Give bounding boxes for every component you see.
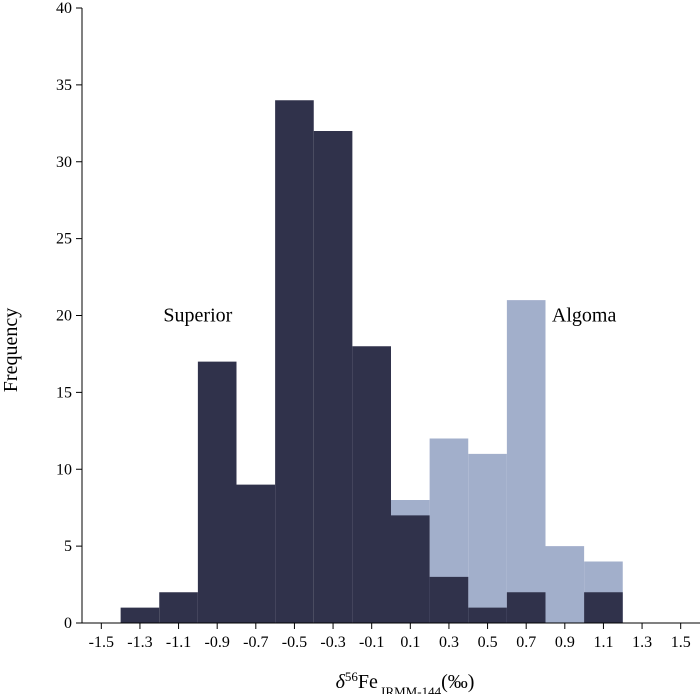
y-tick-label: 10: [56, 461, 72, 478]
y-tick-label: 0: [64, 615, 72, 632]
x-axis-title-unit: (‰): [441, 671, 474, 693]
x-tick-label: 1.3: [632, 634, 652, 651]
x-tick-label: 0.1: [400, 634, 420, 651]
superior-bar: [391, 515, 430, 623]
x-tick-labels: -1.5 -1.3 -1.1 -0.9 -0.7 -0.5 -0.3 -0.1 0.1 0.3 0.…: [89, 634, 691, 651]
superior-bar: [275, 100, 314, 623]
superior-bars: [120, 100, 623, 623]
superior-bar: [429, 576, 469, 623]
algoma-bar: [506, 300, 546, 623]
x-axis-title-superscript: 56: [345, 669, 359, 684]
x-tick-label: -1.5: [89, 634, 114, 651]
x-tick-label: -1.1: [166, 634, 191, 651]
superior-bar: [468, 607, 507, 623]
x-axis-title-prefix: δ: [336, 671, 346, 693]
superior-bar: [352, 346, 391, 623]
y-tick-labels: 0 5 10 15 20 25 30 35 40: [56, 0, 72, 632]
x-tick-label: -0.9: [205, 634, 230, 651]
y-tick-label: 35: [56, 77, 72, 94]
superior-bar: [120, 607, 160, 623]
x-tick-label: -1.3: [127, 634, 152, 651]
superior-bar: [584, 592, 623, 623]
algoma-bar: [545, 546, 585, 623]
x-axis-title: δ56Fe IRMM-144(‰): [336, 669, 475, 694]
annotation-superior: Superior: [163, 305, 232, 327]
superior-bar: [313, 131, 353, 623]
superior-bar: [236, 484, 276, 623]
y-axis-title: Frequency: [0, 308, 22, 392]
x-tick-label: 1.5: [671, 634, 691, 651]
x-tick-label: -0.3: [320, 634, 345, 651]
x-tick-label: -0.1: [359, 634, 384, 651]
x-tick-label: 0.7: [516, 634, 536, 651]
y-tick-label: 5: [64, 538, 72, 555]
y-tick-label: 15: [56, 384, 72, 401]
y-tick-label: 40: [56, 0, 72, 17]
x-tick-label: 0.9: [555, 634, 575, 651]
algoma-bar: [468, 453, 507, 623]
x-tick-label: 1.1: [593, 634, 613, 651]
x-axis-title-subscript: IRMM-144: [378, 684, 442, 694]
superior-bar: [159, 592, 198, 623]
x-tick-label: -0.7: [243, 634, 268, 651]
x-axis-title-element: Fe: [358, 671, 378, 693]
x-tick-label: -0.5: [282, 634, 307, 651]
axes: [76, 7, 700, 629]
x-tick-label: 0.3: [439, 634, 459, 651]
superior-bar: [506, 592, 546, 623]
annotation-algoma: Algoma: [552, 305, 617, 327]
y-tick-label: 25: [56, 231, 72, 248]
y-tick-label: 30: [56, 154, 72, 171]
x-tick-label: 0.5: [478, 634, 498, 651]
y-tick-label: 20: [56, 308, 72, 325]
superior-bar: [197, 361, 237, 623]
